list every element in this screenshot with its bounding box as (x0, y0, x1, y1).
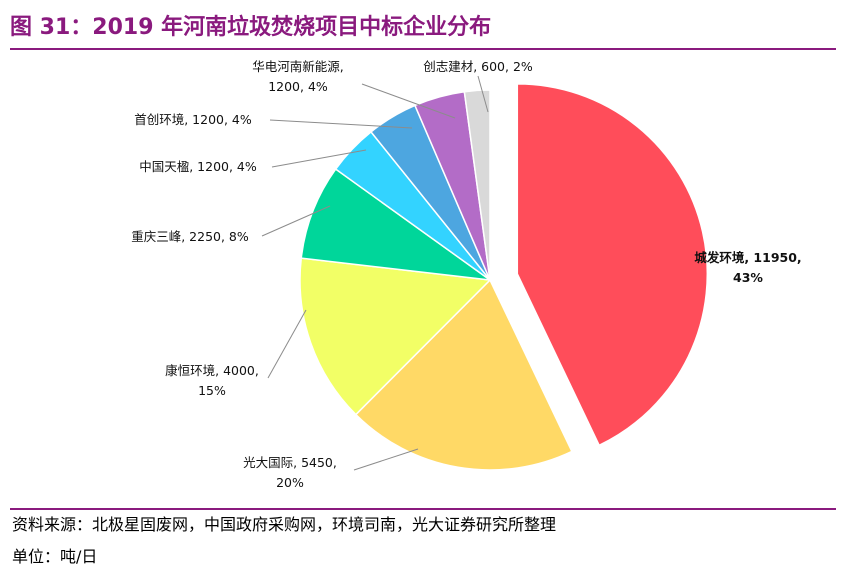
leader-line-5 (271, 149, 367, 168)
leader-line-2 (353, 448, 419, 471)
slice-label-2-line2: 20% (276, 475, 304, 490)
slice-label-3: 康恒环境, 4000, (165, 363, 259, 378)
slice-label-4: 重庆三峰, 2250, 8% (131, 229, 249, 244)
slice-label-3-line2: 15% (198, 383, 226, 398)
chart-title: 图 31：2019 年河南垃圾焚烧项目中标企业分布 (10, 15, 492, 40)
pie-slice-1 (516, 83, 709, 447)
leader-line-4 (261, 205, 331, 237)
leader-line-6 (269, 119, 413, 129)
pie-chart: 城发环境, 11950, 43% 光大国际, 5450, 20% 康恒环境, 4000,… (131, 59, 801, 490)
footer-divider (10, 508, 836, 510)
slice-label-5: 中国天楹, 1200, 4% (139, 159, 257, 174)
pie-slice-2 (354, 278, 573, 471)
leader-line-7 (361, 83, 456, 119)
pie-slice-4 (300, 168, 493, 282)
title-divider (10, 48, 836, 50)
leader-line-3 (267, 309, 307, 379)
source-note: 资料来源：北极星固废网，中国政府采购网，环境司南，光大证券研究所整理 (12, 515, 557, 534)
leader-line-8 (477, 75, 489, 113)
slice-label-6: 首创环境, 1200, 4% (134, 112, 252, 127)
slice-label-7-line2: 1200, 4% (268, 79, 328, 94)
pie-slice-8 (463, 89, 491, 281)
slice-label-7: 华电河南新能源, (252, 59, 343, 74)
slice-label-2: 光大国际, 5450, (243, 455, 337, 470)
pie-slice-3 (299, 257, 492, 416)
slice-label-8: 创志建材, 600, 2% (423, 59, 533, 74)
slice-label-1-line2: 43% (733, 270, 763, 285)
unit-note: 单位：吨/日 (12, 547, 98, 566)
slice-label-1: 城发环境, 11950, (694, 250, 801, 265)
